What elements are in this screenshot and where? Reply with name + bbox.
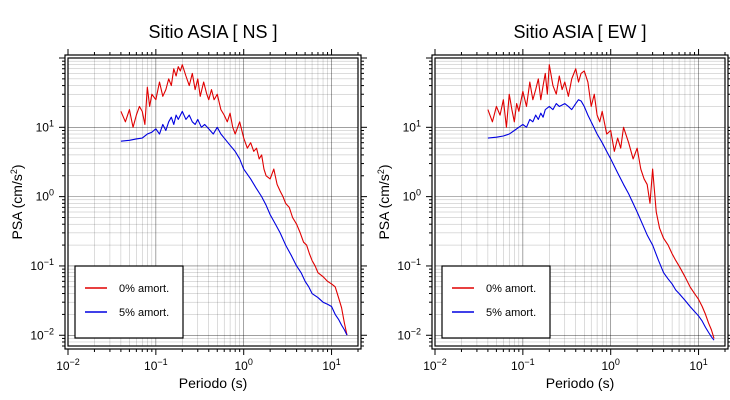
- y-tick-label: 10−2: [30, 326, 54, 342]
- legend-entry-label: 0% amort.: [119, 283, 169, 295]
- plot-frame-outer: [431, 54, 729, 350]
- y-axis-label: PSA (cm/s2): [9, 164, 25, 239]
- legend-entry-label: 5% amort.: [486, 307, 536, 319]
- x-tick-label: 10−1: [511, 357, 535, 373]
- y-tick-label: 10−1: [30, 257, 54, 273]
- tick-marks: [59, 49, 367, 355]
- x-axis-label: Periodo (s): [546, 375, 614, 391]
- y-tick-label: 100: [403, 188, 421, 204]
- y-tick-label: 10−1: [397, 257, 421, 273]
- x-tick-label: 10−2: [56, 357, 80, 373]
- x-tick-label: 101: [322, 357, 340, 373]
- y-tick-label: 100: [36, 188, 54, 204]
- legend: 0% amort. 5% amort.: [441, 265, 551, 339]
- series-group: [120, 64, 348, 336]
- y-tick-label: 101: [403, 118, 421, 134]
- x-tick-label: 10−2: [423, 357, 447, 373]
- series-group: [487, 64, 715, 341]
- legend-entry-label: 5% amort.: [119, 307, 169, 319]
- series-line-damping-5: [120, 110, 348, 336]
- tick-marks: [426, 49, 730, 355]
- x-axis-label: Periodo (s): [179, 375, 247, 391]
- x-tick-label: 100: [602, 357, 620, 373]
- y-tick-label: 101: [36, 118, 54, 134]
- x-tick-label: 100: [235, 357, 253, 373]
- legend-entry-label: 0% amort.: [486, 283, 536, 295]
- legend: 0% amort. 5% amort.: [74, 265, 184, 339]
- legend-box: [441, 265, 551, 339]
- series-line-damping-0: [487, 64, 715, 339]
- y-axis-label: PSA (cm/s2): [376, 164, 392, 239]
- x-tick-label: 101: [689, 357, 707, 373]
- chart-title: Sitio ASIA [ NS ]: [148, 22, 277, 42]
- plot-frame: [67, 57, 359, 347]
- plot-frame: [434, 57, 726, 347]
- series-line-damping-5: [487, 99, 715, 341]
- x-tick-label: 10−1: [144, 357, 168, 373]
- legend-box: [74, 265, 184, 339]
- series-line-damping-0: [120, 64, 348, 336]
- y-tick-label: 10−2: [397, 326, 421, 342]
- chart-panel-ns: 10−2 10−1 100 101 10−2 10−1 100 101 Sitio ASIA […: [9, 22, 367, 391]
- chart-panel-ew: 10−2 10−1 100 101 10−2 10−1 100 101 Sitio ASIA […: [376, 22, 730, 391]
- plot-frame-outer: [64, 54, 362, 350]
- chart-title: Sitio ASIA [ EW ]: [513, 22, 646, 42]
